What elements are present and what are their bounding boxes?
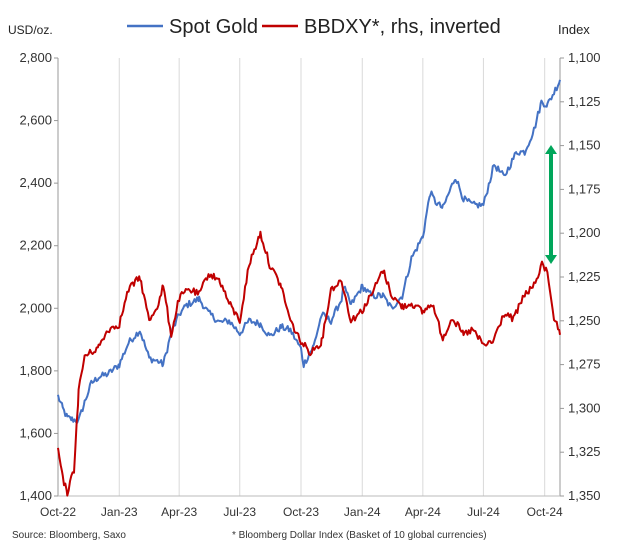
left-axis-tick-label: 2,200 — [19, 238, 52, 253]
x-tick-label: Oct-24 — [527, 505, 563, 519]
axes: Oct-22 Jan-23 Apr-23 Jul-23 Oct-23 Jan-24 Apr-… — [19, 50, 600, 519]
right-axis-tick-label: 1,200 — [568, 225, 601, 240]
x-tick-label: Jul-23 — [223, 505, 256, 519]
right-axis-tick-label: 1,225 — [568, 269, 601, 284]
legend-label-spot-gold: Spot Gold — [169, 16, 258, 38]
x-tick-label: Jan-23 — [101, 505, 138, 519]
right-axis-tick-label: 1,275 — [568, 357, 601, 372]
x-tick-label: Apr-23 — [161, 505, 197, 519]
gap-arrow-head-bottom — [545, 255, 557, 264]
x-tick-label: Oct-22 — [40, 505, 76, 519]
left-axis-tick-label: 1,800 — [19, 363, 52, 378]
left-axis-tick-label: 2,600 — [19, 113, 52, 128]
right-axis-tick-label: 1,350 — [568, 488, 601, 503]
legend: Spot Gold BBDXY*, rhs, inverted — [127, 16, 501, 38]
left-axis-tick-label: 2,400 — [19, 175, 52, 190]
right-axis-unit: Index — [558, 22, 590, 37]
x-tick-label: Oct-23 — [283, 505, 319, 519]
right-axis-tick-label: 1,100 — [568, 50, 601, 65]
source-note: Source: Bloomberg, Saxo — [12, 530, 126, 541]
right-axis-tick-label: 1,150 — [568, 138, 601, 153]
gap-arrow-head-top — [545, 145, 557, 154]
series-line-spot-gold — [57, 79, 561, 424]
x-tick-label: Apr-24 — [405, 505, 441, 519]
right-axis-tick-label: 1,125 — [568, 94, 601, 109]
x-tick-label: Jul-24 — [467, 505, 500, 519]
series-line-bbdxy — [57, 230, 561, 497]
right-axis-tick-label: 1,300 — [568, 400, 601, 415]
left-axis-unit: USD/oz. — [8, 23, 53, 37]
left-axis-tick-label: 2,800 — [19, 50, 52, 65]
footnote: * Bloomberg Dollar Index (Basket of 10 g… — [232, 530, 487, 541]
right-axis-tick-label: 1,325 — [568, 444, 601, 459]
x-tick-label: Jan-24 — [344, 505, 381, 519]
right-axis-tick-label: 1,250 — [568, 313, 601, 328]
left-axis-tick-label: 2,000 — [19, 300, 52, 315]
left-axis-tick-label: 1,400 — [19, 488, 52, 503]
legend-label-bbdxy: BBDXY*, rhs, inverted — [304, 16, 501, 38]
right-axis-tick-label: 1,175 — [568, 181, 601, 196]
annotations — [545, 145, 557, 264]
gridlines — [118, 58, 546, 496]
series — [57, 79, 561, 497]
left-axis-tick-label: 1,600 — [19, 425, 52, 440]
